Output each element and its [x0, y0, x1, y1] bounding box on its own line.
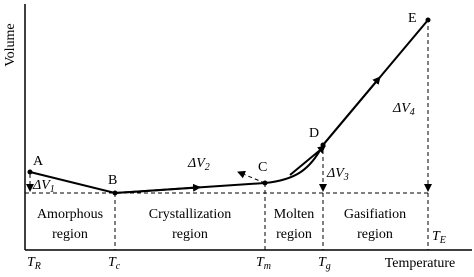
region-label: Molten	[274, 207, 314, 222]
delta-sub: 3	[343, 172, 349, 183]
region-label: Amorphous	[37, 207, 103, 222]
point	[425, 17, 431, 23]
temp-label: TE	[432, 229, 446, 246]
delta-label: ΔV1	[32, 178, 55, 195]
point-label: B	[108, 173, 117, 188]
point-label: E	[408, 11, 417, 26]
temp-main: T	[27, 255, 36, 270]
temp-label: Tg	[318, 255, 331, 272]
point	[320, 142, 326, 148]
region-label: region	[357, 227, 393, 242]
delta-main: ΔV	[32, 178, 51, 193]
points	[27, 17, 431, 196]
temp-sub: R	[34, 261, 41, 272]
curve-arrow	[322, 76, 381, 146]
delta-sub: 4	[410, 107, 415, 118]
delta-arrow	[237, 170, 266, 184]
region-label: region	[172, 227, 208, 242]
point	[262, 180, 268, 186]
temp-main: T	[108, 255, 117, 270]
temp-sub: c	[116, 261, 121, 272]
y-label: Volume	[3, 23, 18, 66]
delta-label: ΔV2	[187, 156, 210, 173]
delta-sub: 1	[50, 184, 55, 195]
temp-label: Tc	[108, 255, 121, 272]
temp-sub: m	[264, 261, 271, 272]
curve-arrow	[289, 145, 326, 176]
temp-main: T	[318, 255, 327, 270]
delta-sub: 2	[205, 162, 210, 173]
point	[112, 190, 118, 196]
x-label: Temperature	[385, 256, 456, 271]
temp-main: T	[256, 255, 265, 270]
region-label: region	[276, 227, 312, 242]
temp-sub: g	[326, 261, 331, 272]
temp-main: T	[432, 229, 441, 244]
temp-label: Tm	[256, 255, 271, 272]
delta-main: ΔV	[326, 166, 345, 181]
temp-label: TR	[27, 255, 41, 272]
point-label: C	[258, 160, 267, 175]
delta-label: ΔV3	[326, 166, 349, 183]
delta-main: ΔV	[187, 156, 206, 171]
region-label: region	[52, 227, 88, 242]
point	[27, 169, 33, 175]
region-label: Crystallization	[149, 207, 231, 222]
temp-sub: E	[439, 235, 446, 246]
delta-main: ΔV	[392, 101, 411, 116]
point-label: A	[33, 154, 44, 169]
point-label: D	[309, 126, 319, 141]
delta-label: ΔV4	[392, 101, 415, 118]
curve-arrow	[114, 183, 201, 194]
region-label: Gasifiation	[344, 207, 406, 222]
